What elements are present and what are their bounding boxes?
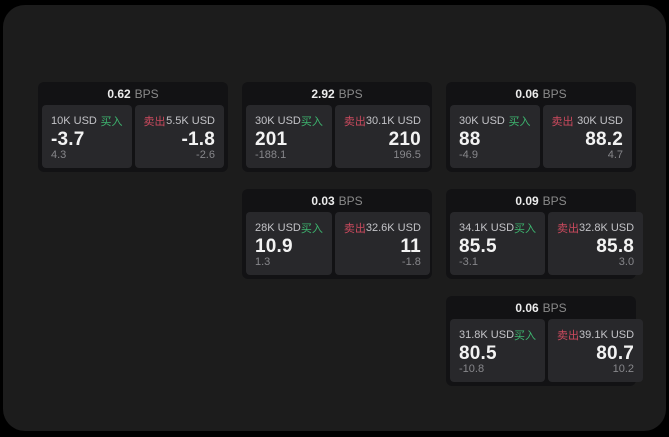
buy-label: 买入	[514, 223, 537, 235]
quote-grid: 0.62 BPS 10K USD 买入 -3.7 4.3 卖出 5.5K USD	[38, 82, 644, 386]
bps-header: 0.62 BPS	[42, 82, 224, 105]
buy-label: 买入	[508, 116, 531, 128]
sell-quote-tile[interactable]: 卖出 30.1K USD 210 196.5	[334, 105, 430, 168]
quote-card-2: 2.92 BPS 30K USD 买入 201 -188.1 卖出 30.1K …	[242, 82, 432, 172]
bps-unit-label: BPS	[338, 86, 363, 101]
buy-label: 买入	[100, 116, 123, 128]
buy-delta: -188.1	[255, 149, 287, 161]
buy-delta: -3.1	[459, 256, 478, 268]
sell-quote-tile[interactable]: 卖出 32.8K USD 85.8 3.0	[548, 212, 644, 275]
buy-quote-tile[interactable]: 10K USD 买入 -3.7 4.3	[42, 105, 132, 168]
sell-delta: -2.6	[196, 149, 215, 161]
sell-delta: 196.5	[393, 149, 421, 161]
quote-card-6: 0.06 BPS 31.8K USD 买入 80.5 -10.8 卖出 39.1…	[446, 296, 644, 386]
buy-amount: 30K USD	[255, 115, 301, 127]
sell-price: 11	[400, 235, 421, 257]
buy-quote-tile[interactable]: 28K USD 买入 10.9 1.3	[246, 212, 332, 275]
sell-label: 卖出	[343, 223, 366, 235]
sell-price: 88.2	[585, 128, 623, 150]
bps-unit-label: BPS	[542, 300, 567, 315]
bps-unit-label: BPS	[542, 86, 567, 101]
bps-value: 0.09	[515, 193, 539, 208]
sell-amount: 32.6K USD	[365, 222, 421, 234]
bps-value: 0.06	[515, 86, 539, 101]
sell-price: -1.8	[181, 128, 215, 150]
buy-price: -3.7	[51, 128, 85, 150]
sell-price: 210	[388, 128, 421, 150]
buy-price: 201	[255, 128, 288, 150]
sell-quote-tile[interactable]: 卖出 32.6K USD 11 -1.8	[334, 212, 430, 275]
buy-quote-tile[interactable]: 30K USD 买入 88 -4.9	[450, 105, 540, 168]
sell-quote-tile[interactable]: 卖出 39.1K USD 80.7 10.2	[548, 319, 644, 382]
app-panel: 0.62 BPS 10K USD 买入 -3.7 4.3 卖出 5.5K USD	[3, 5, 666, 431]
buy-amount: 34.1K USD	[459, 222, 515, 234]
sell-label: 卖出	[343, 116, 366, 128]
quote-card-5: 0.09 BPS 34.1K USD 买入 85.5 -3.1 卖出 32.8K…	[446, 189, 644, 279]
buy-delta: -10.8	[459, 363, 485, 375]
sell-delta: 4.7	[607, 149, 623, 161]
bps-unit-label: BPS	[542, 193, 567, 208]
buy-delta: -4.9	[459, 149, 478, 161]
buy-label: 买入	[300, 116, 323, 128]
buy-amount: 31.8K USD	[459, 329, 515, 341]
buy-label: 买入	[300, 223, 323, 235]
bps-unit-label: BPS	[134, 86, 159, 101]
buy-amount: 10K USD	[51, 115, 97, 127]
bps-header: 0.06 BPS	[450, 82, 632, 105]
sell-amount: 30.1K USD	[365, 115, 421, 127]
sell-amount: 5.5K USD	[166, 115, 215, 127]
sell-delta: 3.0	[618, 256, 635, 268]
bps-header: 0.06 BPS	[450, 296, 632, 319]
sell-delta: 10.2	[612, 363, 635, 375]
bps-value: 0.62	[107, 86, 131, 101]
buy-amount: 30K USD	[459, 115, 505, 127]
sell-amount: 32.8K USD	[579, 222, 635, 234]
bps-header: 0.09 BPS	[450, 189, 632, 212]
bps-header: 0.03 BPS	[246, 189, 428, 212]
buy-price: 88	[459, 128, 481, 150]
sell-amount: 30K USD	[577, 115, 623, 127]
sell-price: 80.7	[596, 342, 635, 364]
quote-card-4: 0.03 BPS 28K USD 买入 10.9 1.3 卖出 32.6K US…	[242, 189, 432, 279]
sell-amount: 39.1K USD	[579, 329, 635, 341]
bps-header: 2.92 BPS	[246, 82, 428, 105]
buy-amount: 28K USD	[255, 222, 301, 234]
bps-value: 0.03	[311, 193, 335, 208]
sell-label: 卖出	[557, 223, 580, 235]
buy-label: 买入	[514, 330, 537, 342]
buy-delta: 4.3	[51, 149, 67, 161]
buy-price: 80.5	[459, 342, 497, 364]
bps-value: 2.92	[311, 86, 335, 101]
sell-quote-tile[interactable]: 卖出 5.5K USD -1.8 -2.6	[134, 105, 224, 168]
bps-value: 0.06	[515, 300, 539, 315]
sell-label: 卖出	[551, 116, 574, 128]
sell-label: 卖出	[557, 330, 580, 342]
buy-quote-tile[interactable]: 31.8K USD 买入 80.5 -10.8	[450, 319, 546, 382]
sell-price: 85.8	[596, 235, 635, 257]
sell-delta: -1.8	[401, 256, 421, 268]
sell-quote-tile[interactable]: 卖出 30K USD 88.2 4.7	[542, 105, 632, 168]
buy-price: 10.9	[255, 235, 293, 257]
buy-price: 85.5	[459, 235, 497, 257]
bps-unit-label: BPS	[338, 193, 363, 208]
buy-quote-tile[interactable]: 30K USD 买入 201 -188.1	[246, 105, 332, 168]
sell-label: 卖出	[143, 116, 166, 128]
buy-delta: 1.3	[255, 256, 271, 268]
buy-quote-tile[interactable]: 34.1K USD 买入 85.5 -3.1	[450, 212, 546, 275]
quote-card-3: 0.06 BPS 30K USD 买入 88 -4.9 卖出 30K USD	[446, 82, 636, 172]
quote-card-1: 0.62 BPS 10K USD 买入 -3.7 4.3 卖出 5.5K USD	[38, 82, 228, 172]
